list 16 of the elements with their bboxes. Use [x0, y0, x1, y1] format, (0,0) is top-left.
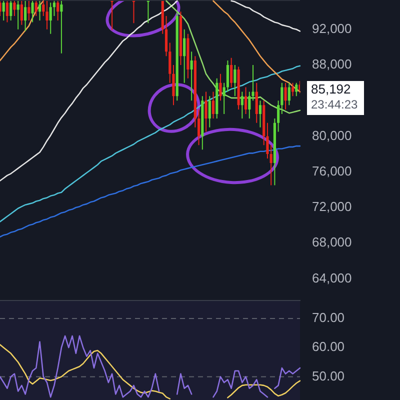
y-tick-label: 60.00	[312, 339, 345, 354]
text: 85,192	[311, 82, 351, 97]
y-tick-label: 64,000	[312, 270, 352, 286]
candlestick	[146, 0, 150, 24]
candlestick	[132, 0, 136, 24]
y-tick-label: 80,000	[312, 128, 352, 143]
y-tick-label: 68,000	[312, 234, 352, 250]
candlestick	[110, 0, 114, 30]
y-tick-label: 50.00	[312, 368, 345, 384]
y-tick-label: 92,000	[312, 20, 352, 36]
y-tick-label: 76,000	[312, 163, 352, 178]
text: 23:44:23	[311, 97, 358, 112]
y-tick-label: 88,000	[312, 56, 352, 72]
y-tick-label: 70.00	[312, 310, 345, 326]
candlestick	[46, 0, 48, 30]
y-tick-label: 72,000	[312, 199, 352, 214]
